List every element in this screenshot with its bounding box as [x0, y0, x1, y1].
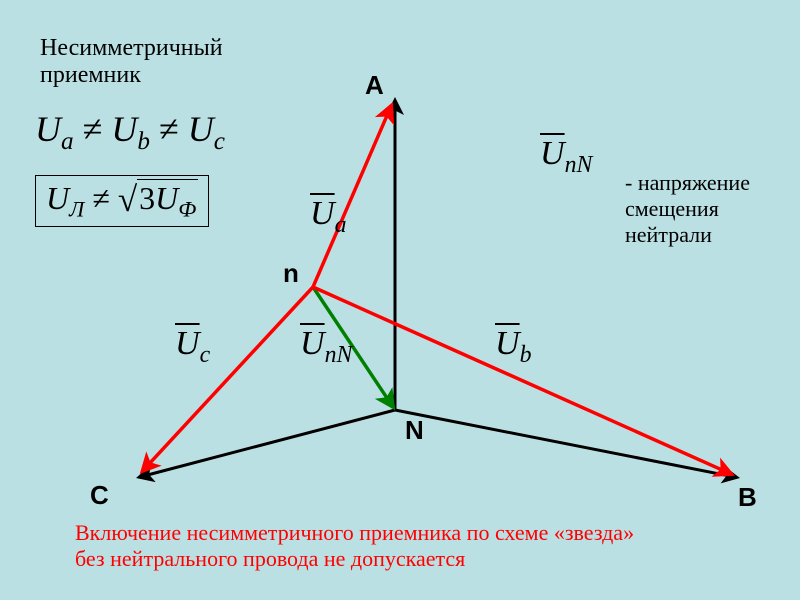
diagram-canvas: Несимметричныйприемник Ua ≠ Ub ≠ Uc UЛ ≠ √… [0, 0, 800, 600]
bottom-warning: Включение несимметричного приемника по с… [75, 520, 634, 572]
vertex-label-label_N: N [405, 415, 424, 446]
vertex-label-vert_label_B: B [738, 482, 757, 513]
label-vector-UnN: UnN [300, 325, 352, 369]
vector-NC [139, 410, 395, 477]
label-vector-Uc: Uc [175, 325, 210, 369]
vertex-label-vert_label_A: A [365, 70, 384, 101]
vector-NB [395, 410, 737, 477]
title-l2: приемник [40, 62, 141, 88]
boxed-formula: UЛ ≠ √3UФ [35, 175, 209, 227]
label-vector-Ub: Ub [495, 325, 531, 369]
vertex-label-label_n: n [283, 258, 299, 289]
title-l1: Несимметричный [40, 35, 223, 61]
label-vector-Ua: Ua [310, 195, 346, 239]
neutral-shift-description: - напряжениесмещениянейтрали [625, 170, 750, 248]
title-block: Несимметричныйприемник [40, 35, 223, 89]
vertex-label-vert_label_C: C [90, 480, 109, 511]
vector-Uc [142, 287, 313, 471]
UnN-symbol-right: UnN [540, 135, 592, 179]
inequality-formula: Ua ≠ Ub ≠ Uc [35, 108, 225, 156]
